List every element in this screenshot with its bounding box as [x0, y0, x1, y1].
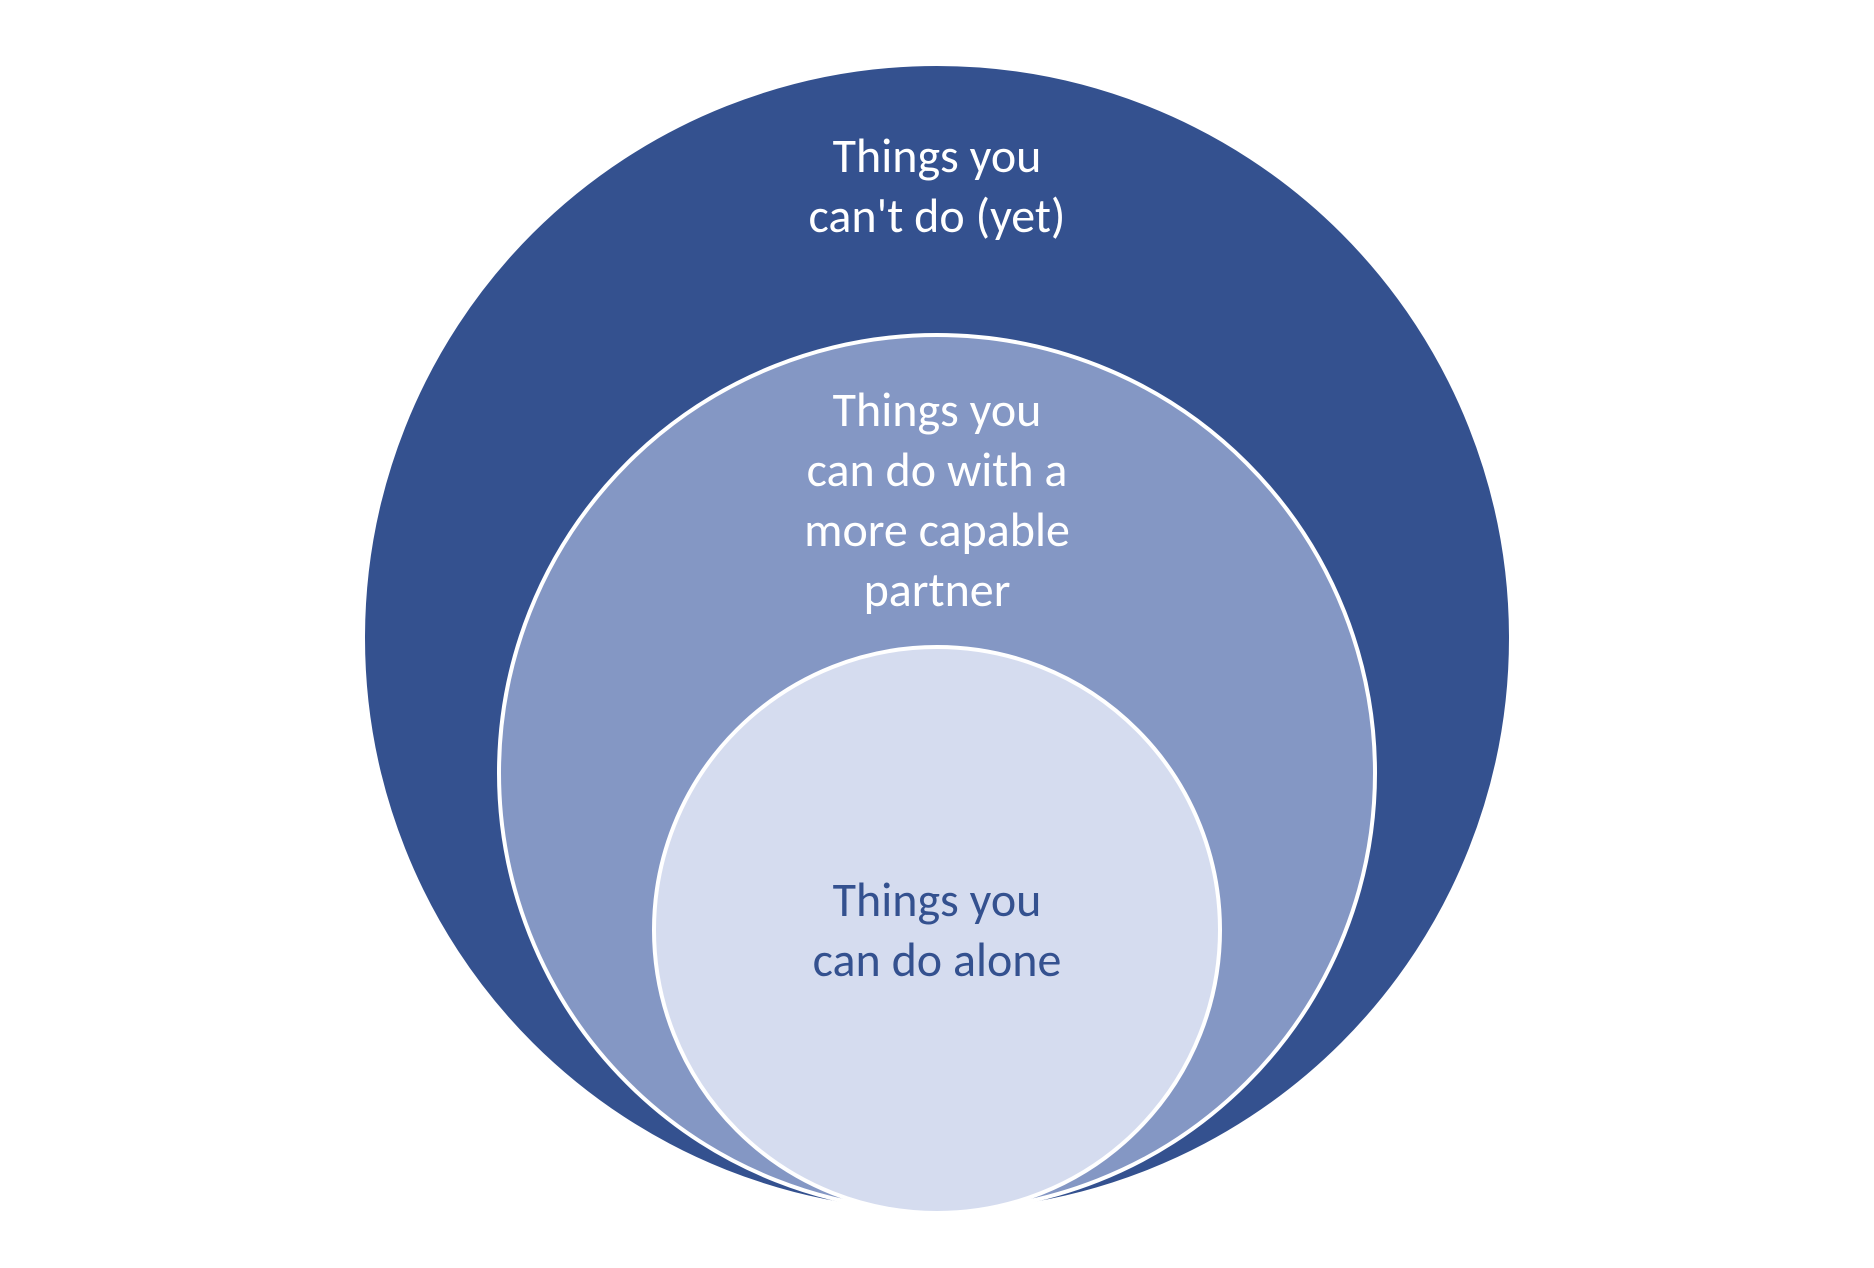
inner-circle-label: Things you can do alone	[637, 870, 1237, 990]
middle-circle-label: Things you can do with a more capable pa…	[637, 380, 1237, 620]
diagram-stage: Things you can't do (yet) Things you can…	[0, 0, 1874, 1268]
outer-circle-label: Things you can't do (yet)	[637, 126, 1237, 246]
